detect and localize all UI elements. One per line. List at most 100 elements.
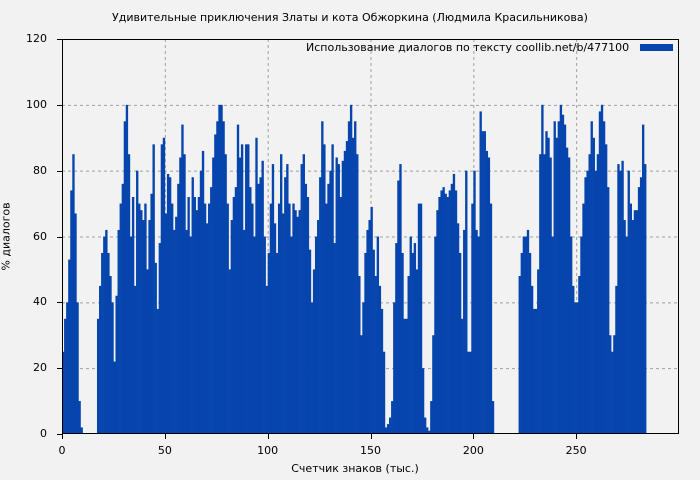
data-bar	[224, 154, 227, 434]
y-tick-label: 0	[40, 427, 47, 440]
data-bar	[528, 252, 532, 434]
data-bar	[481, 131, 484, 434]
plot-frame	[62, 39, 679, 434]
data-bar	[240, 144, 244, 434]
data-bar	[199, 170, 203, 434]
data-bar	[146, 269, 149, 434]
data-bar	[586, 170, 589, 434]
data-bar	[609, 335, 612, 434]
data-bar	[195, 210, 199, 434]
y-tick-mark	[57, 434, 62, 435]
data-bar	[539, 154, 542, 434]
data-bar	[70, 190, 73, 434]
y-tick-label: 20	[33, 361, 47, 375]
data-bar	[74, 213, 77, 434]
data-bar	[635, 210, 639, 434]
data-bar	[600, 104, 604, 434]
data-bar	[641, 124, 645, 434]
data-bar	[321, 121, 324, 434]
data-bar	[446, 197, 449, 434]
data-bar	[284, 177, 287, 434]
data-bar	[621, 160, 624, 434]
data-bar	[109, 276, 112, 434]
data-bar	[298, 210, 301, 434]
data-bar	[607, 187, 610, 434]
data-bar	[242, 229, 246, 434]
data-bar	[469, 351, 472, 434]
data-bar	[271, 164, 275, 434]
data-bar	[306, 197, 310, 434]
data-bar	[475, 229, 478, 434]
data-bar	[489, 203, 493, 434]
data-bar	[483, 131, 486, 434]
data-bar	[370, 206, 373, 434]
data-bar	[247, 144, 250, 434]
y-tick-mark	[57, 39, 62, 40]
data-bar	[524, 236, 528, 434]
data-bar	[613, 335, 616, 434]
data-bar	[66, 302, 69, 434]
data-bar	[565, 147, 569, 434]
data-bar	[263, 236, 266, 434]
data-bar	[230, 220, 234, 434]
data-bar	[138, 203, 141, 434]
data-bar	[171, 203, 174, 434]
data-bar	[129, 236, 133, 434]
data-bar	[216, 121, 219, 434]
data-bar	[103, 236, 106, 434]
data-bar	[269, 203, 273, 434]
data-bar	[423, 417, 427, 434]
data-bar	[625, 236, 628, 434]
data-bar	[460, 318, 464, 434]
x-tick-label: 50	[157, 444, 172, 457]
chart-title: Удивительные приключения Златы и кота Об…	[112, 11, 588, 24]
data-bar	[623, 220, 626, 434]
data-bar	[487, 157, 491, 434]
data-bar	[596, 154, 600, 434]
data-bar	[296, 216, 299, 434]
data-bar	[168, 177, 172, 434]
data-bar	[590, 121, 593, 434]
data-bar	[193, 197, 196, 434]
data-bar	[434, 236, 437, 434]
y-tick-mark	[57, 236, 62, 238]
data-bar	[454, 190, 458, 434]
data-bar	[228, 269, 231, 434]
data-bar	[210, 187, 213, 434]
data-bar	[543, 154, 546, 434]
data-bar	[432, 335, 435, 434]
data-bar	[275, 252, 279, 434]
data-bar	[639, 177, 643, 434]
data-bar	[384, 427, 388, 434]
data-bar	[547, 137, 550, 434]
data-bar	[428, 430, 431, 434]
data-bar	[351, 137, 355, 434]
data-bar	[491, 401, 495, 434]
data-bar	[156, 308, 159, 434]
data-bar	[582, 203, 585, 434]
data-bar	[201, 150, 205, 434]
data-bar	[604, 144, 608, 434]
x-tick-label: 100	[257, 444, 279, 457]
data-bar	[64, 318, 67, 434]
data-bar	[362, 302, 365, 434]
data-bar	[148, 220, 151, 434]
data-bar	[569, 236, 573, 434]
data-bar	[421, 368, 425, 434]
data-bar	[341, 160, 345, 434]
data-bar	[399, 164, 402, 434]
y-tick-mark	[57, 368, 62, 370]
data-bar	[294, 210, 297, 434]
data-bar	[356, 154, 359, 434]
x-tick-mark	[164, 434, 166, 439]
data-bar	[378, 285, 382, 434]
data-bar	[360, 335, 363, 434]
data-bar	[598, 111, 602, 434]
data-bar	[140, 210, 143, 434]
data-bar	[119, 203, 122, 434]
x-axis-label: Счетчик знаков (тыс.)	[291, 462, 419, 475]
plot-area	[62, 39, 679, 434]
data-bar	[144, 203, 147, 434]
x-tick-mark	[473, 434, 475, 439]
data-bar	[452, 173, 456, 434]
